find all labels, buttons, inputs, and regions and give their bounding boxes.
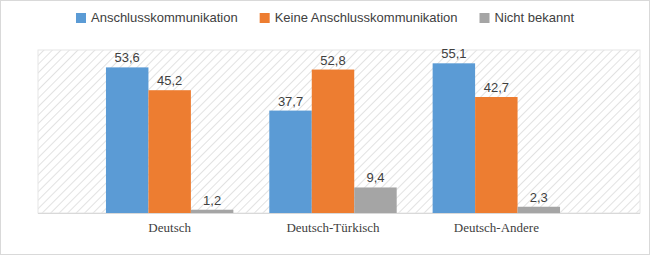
bar bbox=[191, 210, 233, 213]
x-tick: Deutsch bbox=[148, 213, 191, 235]
legend-label: Keine Anschlusskommunikation bbox=[275, 10, 458, 25]
legend-item: Keine Anschlusskommunikation bbox=[260, 10, 458, 25]
legend-swatch bbox=[260, 13, 270, 23]
data-label: 37,7 bbox=[278, 94, 303, 109]
x-tick-label: Deutsch bbox=[148, 220, 191, 235]
legend-swatch bbox=[76, 13, 86, 23]
bar bbox=[354, 187, 396, 213]
data-label: 42,7 bbox=[484, 80, 509, 95]
legend-item: Nicht bekannt bbox=[480, 10, 575, 25]
data-label: 45,2 bbox=[157, 73, 182, 88]
data-label: 52,8 bbox=[320, 53, 345, 68]
legend-label: Anschlusskommunikation bbox=[91, 10, 238, 25]
bar bbox=[433, 63, 475, 213]
bar bbox=[518, 207, 560, 213]
x-tick-label: Deutsch-Türkisch bbox=[286, 220, 380, 235]
data-label: 1,2 bbox=[203, 193, 221, 208]
x-tick: Deutsch-Türkisch bbox=[286, 213, 380, 235]
legend-item: Anschlusskommunikation bbox=[76, 10, 238, 25]
data-label: 2,3 bbox=[530, 190, 548, 205]
data-label: 53,6 bbox=[115, 50, 140, 65]
bar bbox=[106, 67, 148, 213]
bar bbox=[269, 111, 311, 213]
plot-frame bbox=[38, 50, 640, 213]
x-axis: Deutsch Deutsch-Türkisch Deutsch-Andere bbox=[38, 213, 640, 235]
bar bbox=[312, 70, 354, 213]
bars bbox=[106, 63, 560, 213]
legend-swatch bbox=[480, 13, 490, 23]
chart: 53,6 37,7 55,1 45,2 52,8 42,7 1,2 9,4 2,3 Deutsch… bbox=[0, 0, 650, 255]
legend: Anschlusskommunikation Keine Anschlusskom… bbox=[76, 10, 574, 25]
bar bbox=[148, 90, 190, 213]
x-tick: Deutsch-Andere bbox=[454, 213, 539, 235]
bar bbox=[475, 97, 517, 213]
data-label: 9,4 bbox=[366, 170, 384, 185]
legend-label: Nicht bekannt bbox=[495, 10, 575, 25]
data-labels: 53,6 37,7 55,1 45,2 52,8 42,7 1,2 9,4 2,3 bbox=[115, 46, 548, 207]
x-tick-label: Deutsch-Andere bbox=[454, 220, 539, 235]
data-label: 55,1 bbox=[441, 46, 466, 61]
chart-border bbox=[1, 1, 650, 255]
x-axis-line bbox=[38, 213, 640, 214]
